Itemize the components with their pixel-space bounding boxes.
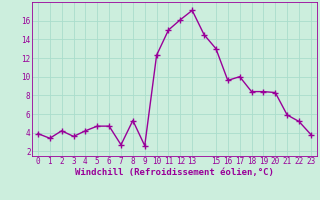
X-axis label: Windchill (Refroidissement éolien,°C): Windchill (Refroidissement éolien,°C): [75, 168, 274, 177]
